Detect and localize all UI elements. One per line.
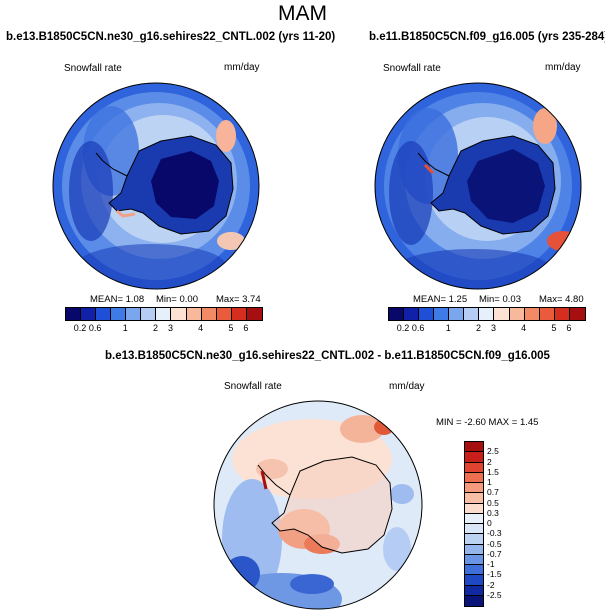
colorbar-tick-label: 2 [475, 323, 481, 333]
colorbar-swatch [111, 308, 127, 320]
panel-2-variable: Snowfall rate [383, 63, 441, 74]
colorbar-swatch [465, 513, 483, 524]
colorbar-swatch [156, 308, 172, 320]
diff-colorbar-ticks: 2.5 2 1.5 1 0.7 0.5 0.3 0 -0.3 -0.5 -0.7 -1 -1.5 -2 -2… [487, 441, 517, 605]
colorbar-tick-label: 2 [152, 323, 158, 333]
colorbar-swatch [96, 308, 112, 320]
colorbar-swatch [465, 585, 483, 596]
panel-1-max: Max= 3.74 [216, 294, 261, 305]
panel-1-variable: Snowfall rate [64, 63, 122, 74]
colorbar-tick-label: 4 [521, 323, 527, 333]
panel-2-mean: MEAN= 1.25 [413, 294, 468, 305]
colorbar-tick-label: 0.2 [396, 323, 410, 333]
colorbar-swatch [554, 308, 570, 320]
colorbar-tick-label: 6 [566, 323, 572, 333]
colorbar-tick-label: 0.5 [487, 497, 499, 508]
colorbar-tick-label: 0.6 [88, 323, 102, 333]
diff-units: mm/day [389, 381, 425, 392]
colorbar-swatch [509, 308, 525, 320]
colorbar-swatch [201, 308, 217, 320]
colorbar-tick-label: 0.3 [487, 507, 499, 518]
colorbar-tick-label: 3 [491, 323, 497, 333]
colorbar-tick-label: 1 [487, 477, 492, 487]
colorbar-swatch [465, 503, 483, 514]
colorbar-swatch [539, 308, 555, 320]
colorbar-tick-label: -0.7 [487, 548, 502, 559]
colorbar-tick-label: 5 [228, 323, 234, 333]
colorbar-swatch [246, 308, 262, 320]
colorbar-swatch [419, 308, 435, 320]
colorbar-swatch [465, 575, 483, 586]
colorbar-tick-label: -2.5 [487, 589, 502, 600]
panel-1-units: mm/day [224, 62, 260, 73]
colorbar-swatch [186, 308, 202, 320]
colorbar-swatch [465, 442, 483, 453]
colorbar-tick-label: 0.2 [73, 323, 87, 333]
diff-variable: Snowfall rate [224, 381, 282, 392]
diff-map [212, 399, 424, 611]
diff-title: b.e13.B1850C5CN.ne30_g16.sehires22_CNTL.… [105, 350, 550, 362]
colorbar-swatch [569, 308, 585, 320]
colorbar-swatch [465, 565, 483, 576]
panel-2-map [373, 81, 583, 291]
colorbar-swatch [465, 544, 483, 555]
colorbar-swatch [464, 308, 480, 320]
panel-1-mean: MEAN= 1.08 [90, 294, 145, 305]
colorbar-tick-label: -0.5 [487, 538, 502, 549]
colorbar-swatch [126, 308, 142, 320]
colorbar-swatch [524, 308, 540, 320]
colorbar-tick-label: 6 [243, 323, 249, 333]
colorbar-swatch [465, 534, 483, 545]
page-title: MAM [278, 2, 327, 25]
colorbar-swatch [216, 308, 232, 320]
panel-1-title: b.e13.B1850C5CN.ne30_g16.sehires22_CNTL.… [6, 31, 336, 43]
colorbar-swatch [404, 308, 420, 320]
panel-1-map [51, 81, 261, 291]
colorbar-tick-label: -2 [487, 579, 495, 590]
colorbar-tick-label: 5 [551, 323, 557, 333]
colorbar-swatch [171, 308, 187, 320]
panel-2-min: Min= 0.03 [479, 294, 521, 305]
colorbar-tick-label: 3 [168, 323, 174, 333]
colorbar-swatch [81, 308, 97, 320]
colorbar-swatch [434, 308, 450, 320]
colorbar-swatch [465, 452, 483, 463]
colorbar-tick-label: -1.5 [487, 569, 502, 580]
colorbar-swatch [465, 524, 483, 535]
colorbar-tick-label: 0 [487, 518, 492, 528]
colorbar-swatch [389, 308, 405, 320]
colorbar-tick-label: 0.7 [487, 487, 499, 498]
colorbar-tick-label: 1 [445, 323, 451, 333]
colorbar-tick-label: -0.3 [487, 528, 502, 539]
panel-1-min: Min= 0.00 [156, 294, 198, 305]
panel-2-colorbar-ticks: 0.2 0.6 1 2 3 4 5 6 [388, 323, 584, 335]
colorbar-tick-label: 4 [198, 323, 204, 333]
colorbar-swatch [494, 308, 510, 320]
panel-2-colorbar [388, 307, 586, 321]
colorbar-swatch [66, 308, 82, 320]
colorbar-swatch [231, 308, 247, 320]
colorbar-tick-label: 1.5 [487, 466, 499, 477]
panel-2-max: Max= 4.80 [539, 294, 584, 305]
panel-2-units: mm/day [545, 62, 581, 73]
panel-2-title: b.e11.B1850C5CN.f09_g16.005 (yrs 235-284… [369, 31, 605, 43]
colorbar-swatch [465, 483, 483, 494]
colorbar-swatch [465, 493, 483, 504]
colorbar-swatch [449, 308, 465, 320]
colorbar-tick-label: 0.6 [411, 323, 425, 333]
panel-1-colorbar-ticks: 0.2 0.6 1 2 3 4 5 6 [65, 323, 261, 335]
colorbar-swatch [465, 472, 483, 483]
panel-1-colorbar [65, 307, 263, 321]
colorbar-swatch [479, 308, 495, 320]
colorbar-swatch [465, 462, 483, 473]
colorbar-tick-label: 2 [487, 456, 492, 467]
diff-colorbar [464, 441, 484, 607]
colorbar-tick-label: 1 [122, 323, 128, 333]
colorbar-swatch [465, 554, 483, 565]
colorbar-tick-label: -1 [487, 559, 495, 569]
colorbar-swatch [141, 308, 157, 320]
colorbar-swatch [465, 595, 483, 606]
colorbar-tick-label: 2.5 [487, 446, 499, 457]
diff-stats: MIN = -2.60 MAX = 1.45 [436, 417, 539, 428]
